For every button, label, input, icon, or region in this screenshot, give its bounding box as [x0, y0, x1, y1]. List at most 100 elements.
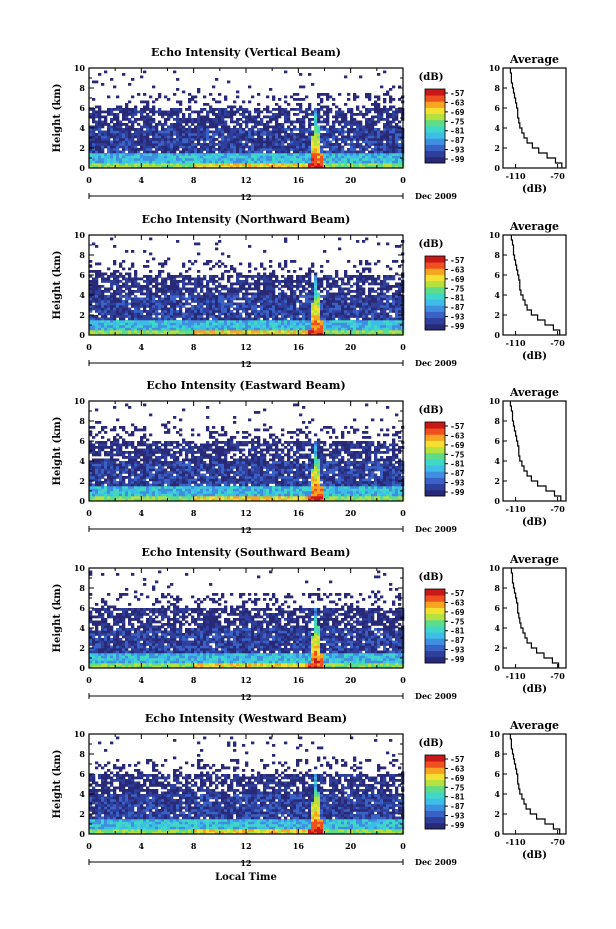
heatmap-cell	[188, 295, 192, 298]
heatmap-cell	[152, 285, 156, 288]
heatmap-cell	[275, 312, 279, 316]
heatmap-cell	[353, 120, 357, 124]
heatmap-cell	[242, 135, 246, 139]
heatmap-cell	[122, 282, 126, 286]
x-tick-label: 4	[139, 175, 145, 185]
heatmap-cell	[212, 85, 216, 89]
heatmap-cell	[191, 133, 195, 136]
heatmap-cell	[101, 272, 105, 276]
heatmap-cell	[359, 320, 363, 323]
heatmap-cell	[152, 150, 156, 154]
heatmap-cell	[176, 135, 180, 139]
heatmap-cell	[164, 280, 168, 283]
heatmap-cell	[368, 128, 372, 131]
heatmap-cell	[182, 130, 186, 134]
heatmap-cell	[257, 275, 261, 278]
heatmap-cell	[389, 267, 393, 271]
heatmap-cell	[260, 277, 264, 281]
heatmap-cell	[122, 312, 126, 316]
heatmap-cell	[89, 108, 93, 111]
heatmap-cell	[146, 282, 150, 286]
heatmap-cell	[185, 130, 189, 134]
heatmap-cell	[269, 148, 273, 151]
heatmap-cell	[308, 305, 312, 308]
heatmap-cell	[302, 312, 306, 316]
heatmap-cell	[257, 325, 261, 328]
heatmap-cell	[290, 145, 294, 149]
heatmap-cell	[251, 158, 255, 161]
heatmap-cell	[209, 330, 213, 333]
heatmap-cell	[281, 285, 285, 288]
heatmap-cell	[164, 128, 168, 131]
heatmap-cell	[161, 158, 165, 161]
heatmap-cell	[167, 118, 171, 121]
heatmap-cell	[341, 280, 345, 283]
heatmap-cell	[176, 320, 180, 323]
heatmap-cell	[170, 125, 174, 129]
heatmap-cell	[170, 307, 174, 311]
heatmap-cell	[359, 310, 363, 313]
heatmap-cell	[365, 302, 369, 306]
heatmap-cell	[296, 320, 300, 323]
heatmap-cell	[302, 285, 306, 288]
heatmap-cell	[161, 125, 165, 129]
heatmap-cell	[326, 320, 330, 323]
heatmap-cell	[152, 158, 156, 161]
heatmap-cell	[107, 123, 111, 126]
heatmap-cell	[383, 317, 387, 321]
heatmap-cell	[203, 143, 207, 146]
heatmap-cell	[266, 155, 270, 159]
heatmap-cell	[242, 158, 246, 161]
heatmap-cell	[137, 128, 141, 131]
heatmap-cell	[344, 305, 348, 308]
heatmap-cell	[383, 312, 387, 316]
heatmap-cell	[191, 290, 195, 293]
heatmap-cell	[272, 305, 276, 308]
heatmap-cell	[359, 305, 363, 308]
heatmap-cell	[98, 130, 102, 134]
heatmap-cell	[185, 138, 189, 141]
y-tick-label: 0	[79, 163, 85, 173]
heatmap-cell	[248, 315, 252, 318]
heatmap-cell	[98, 287, 102, 291]
heatmap-cell	[218, 265, 222, 268]
heatmap-cell	[395, 282, 399, 286]
heatmap-cell	[374, 297, 378, 301]
heatmap-cell	[344, 302, 348, 306]
heatmap-cell	[374, 123, 378, 126]
heatmap-cell	[344, 120, 348, 124]
heatmap-cell	[119, 322, 123, 326]
heatmap-cell	[386, 307, 390, 311]
heatmap-cell	[113, 327, 117, 331]
heatmap-cell	[92, 285, 96, 288]
heatmap-cell	[245, 160, 249, 164]
heatmap-cell	[149, 275, 153, 278]
heatmap-cell	[200, 165, 204, 169]
heatmap-cell	[170, 160, 174, 164]
heatmap-cell	[308, 322, 312, 326]
heatmap-cell	[284, 320, 288, 323]
heatmap-cell	[251, 327, 255, 331]
heatmap-cell	[215, 322, 219, 326]
heatmap-cell	[308, 135, 312, 139]
heatmap-cell	[191, 128, 195, 131]
colorbar-tick-label: -81	[450, 127, 465, 136]
heatmap-cell	[170, 302, 174, 306]
heatmap-cell	[356, 165, 360, 169]
heatmap-cell	[293, 320, 297, 323]
heatmap-cell	[317, 277, 321, 281]
heatmap-cell	[311, 287, 315, 291]
heatmap-cell	[212, 300, 216, 303]
heatmap-cell	[113, 325, 117, 328]
heatmap-cell	[326, 110, 330, 114]
heatmap-cell	[350, 297, 354, 301]
heatmap-cell	[101, 305, 105, 308]
heatmap-cell	[287, 307, 291, 311]
avg-y-tick-label: 8	[494, 83, 500, 93]
heatmap-cell	[179, 275, 183, 278]
heatmap-cell	[134, 150, 138, 154]
heatmap-cell	[152, 327, 156, 331]
heatmap-cell	[311, 133, 315, 136]
heatmap-cell	[155, 130, 159, 134]
heatmap-cell	[308, 120, 312, 124]
